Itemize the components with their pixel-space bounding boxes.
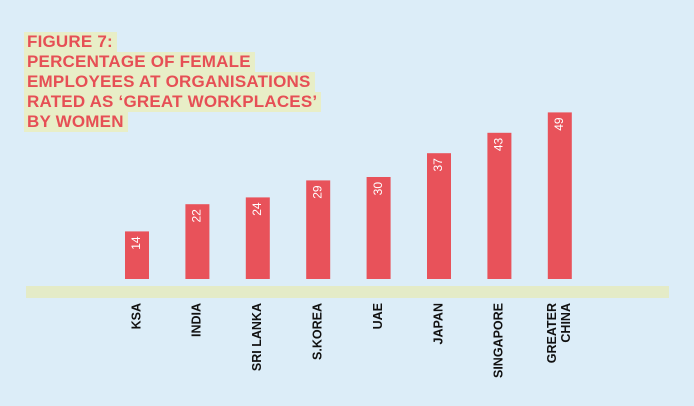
data-label-6: 43: [492, 137, 506, 151]
category-label-7-line-1: CHINA: [559, 303, 573, 343]
title-line-3: EMPLOYEES AT ORGANISATIONS: [24, 72, 315, 92]
category-label-6: SINGAPORE: [492, 303, 506, 378]
bar-6: [487, 132, 512, 279]
data-label-3: 29: [310, 185, 324, 199]
bar-4: [366, 177, 391, 279]
bars-group: 14 22 24 29 30 37 43 49: [125, 112, 572, 280]
category-labels-group: KSA INDIA SRI LANKA S.KOREA UAE JAPAN SINGAPOR…: [129, 303, 573, 378]
data-label-7: 49: [552, 117, 566, 131]
data-label-1: 22: [190, 209, 204, 223]
bar-5: [427, 153, 451, 279]
category-label-3: S.KOREA: [310, 303, 324, 360]
category-label-4: UAE: [371, 303, 385, 329]
bar-7: [547, 112, 572, 280]
chart-title: FIGURE 7: PERCENTAGE OF FEMALE EMPLOYEES…: [24, 32, 322, 132]
bar-1: [185, 204, 210, 279]
category-label-5: JAPAN: [431, 303, 445, 344]
category-label-1: INDIA: [190, 303, 204, 337]
title-line-1: FIGURE 7:: [24, 32, 117, 52]
category-label-0: KSA: [129, 303, 143, 329]
category-label-2: SRI LANKA: [250, 303, 264, 371]
chart-baseline: [26, 286, 669, 298]
title-line-4: RATED AS ‘GREAT WORKPLACES’: [24, 92, 322, 112]
bar-0: [125, 231, 149, 279]
category-label-7-line-0: GREATER: [545, 303, 559, 363]
data-label-0: 14: [129, 236, 143, 250]
data-label-2: 24: [250, 202, 264, 216]
bar-3: [306, 180, 331, 279]
data-label-5: 37: [431, 158, 445, 172]
title-line-2: PERCENTAGE OF FEMALE: [24, 52, 255, 72]
data-label-4: 30: [371, 182, 385, 196]
title-line-5: BY WOMEN: [24, 112, 128, 132]
bar-2: [245, 197, 270, 279]
